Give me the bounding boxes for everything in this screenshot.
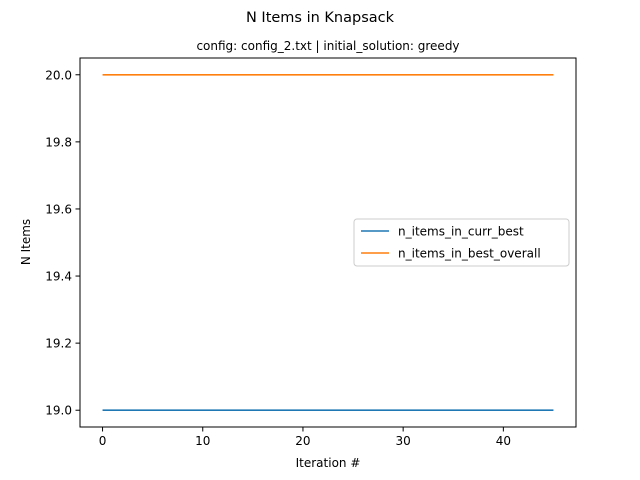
x-tick-label: 10 bbox=[195, 434, 210, 448]
y-axis-label: N Items bbox=[19, 219, 33, 265]
legend-label-curr-best: n_items_in_curr_best bbox=[398, 225, 524, 239]
axes-frame bbox=[79, 57, 577, 428]
legend-label-best-overall: n_items_in_best_overall bbox=[398, 247, 541, 261]
x-axis-label: Iteration # bbox=[296, 456, 361, 470]
axes: 0 10 20 30 40 19.0 19.2 19.4 19.6 19.8 20.0 bbox=[45, 57, 577, 448]
y-tick-label: 19.8 bbox=[45, 135, 72, 149]
x-tick-label: 20 bbox=[295, 434, 310, 448]
x-tick-label: 40 bbox=[496, 434, 511, 448]
x-tick-label: 0 bbox=[99, 434, 107, 448]
x-tick-label: 30 bbox=[396, 434, 411, 448]
chart-subtitle: config: config_2.txt | initial_solution:… bbox=[196, 39, 459, 53]
y-tick-label: 19.4 bbox=[45, 270, 72, 284]
legend-frame bbox=[353, 218, 570, 267]
chart-title: N Items in Knapsack bbox=[246, 10, 395, 26]
legend: n_items_in_curr_best n_items_in_best_ove… bbox=[353, 218, 570, 267]
y-tick-label: 19.0 bbox=[45, 404, 72, 418]
y-tick-label: 19.2 bbox=[45, 337, 72, 351]
series-layer bbox=[102, 73, 554, 412]
y-tick-label: 20.0 bbox=[45, 68, 72, 82]
y-tick-label: 19.6 bbox=[45, 202, 72, 216]
